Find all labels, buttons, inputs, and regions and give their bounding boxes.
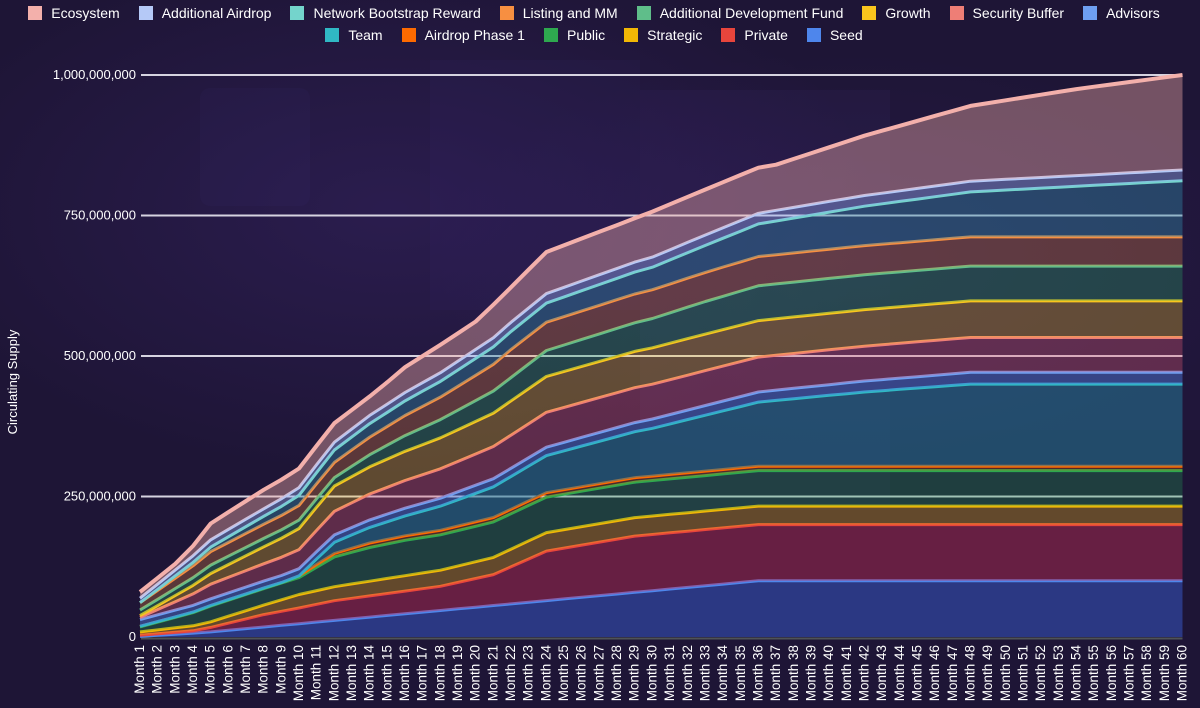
svg-text:Month 40: Month 40 xyxy=(821,645,836,701)
svg-text:Month 11: Month 11 xyxy=(309,645,324,700)
svg-text:Month 5: Month 5 xyxy=(203,645,218,694)
svg-text:Month 22: Month 22 xyxy=(503,645,518,701)
svg-text:Month 55: Month 55 xyxy=(1086,645,1101,701)
svg-text:Month 19: Month 19 xyxy=(450,645,465,701)
svg-text:Month 16: Month 16 xyxy=(397,645,412,701)
svg-text:Month 47: Month 47 xyxy=(945,645,960,701)
svg-text:Month 2: Month 2 xyxy=(150,645,165,694)
svg-text:250,000,000: 250,000,000 xyxy=(64,489,136,504)
svg-text:Month 8: Month 8 xyxy=(256,645,271,694)
svg-text:Month 17: Month 17 xyxy=(415,645,430,701)
svg-text:Month 9: Month 9 xyxy=(273,645,288,694)
svg-text:Month 46: Month 46 xyxy=(927,645,942,701)
svg-text:Month 59: Month 59 xyxy=(1157,645,1172,701)
svg-text:Month 38: Month 38 xyxy=(786,645,801,701)
svg-text:Month 45: Month 45 xyxy=(910,645,925,701)
svg-text:Month 35: Month 35 xyxy=(733,645,748,701)
svg-text:Month 53: Month 53 xyxy=(1051,645,1066,701)
svg-text:Month 44: Month 44 xyxy=(892,645,907,702)
svg-text:Month 54: Month 54 xyxy=(1069,645,1084,702)
svg-text:Month 23: Month 23 xyxy=(521,645,536,701)
svg-text:Month 49: Month 49 xyxy=(980,645,995,701)
svg-text:1,000,000,000: 1,000,000,000 xyxy=(53,67,136,82)
svg-text:500,000,000: 500,000,000 xyxy=(64,348,136,363)
svg-text:Month 28: Month 28 xyxy=(609,645,624,701)
svg-text:Month 4: Month 4 xyxy=(185,645,200,694)
svg-text:Month 14: Month 14 xyxy=(362,645,377,702)
svg-text:Month 52: Month 52 xyxy=(1033,645,1048,701)
svg-text:Month 1: Month 1 xyxy=(132,645,147,694)
svg-text:Month 20: Month 20 xyxy=(468,645,483,701)
svg-text:Month 26: Month 26 xyxy=(574,645,589,701)
svg-text:Month 7: Month 7 xyxy=(238,645,253,694)
svg-text:Month 42: Month 42 xyxy=(856,645,871,701)
svg-text:Month 33: Month 33 xyxy=(697,645,712,701)
svg-text:Month 51: Month 51 xyxy=(1016,645,1031,701)
svg-text:Circulating Supply: Circulating Supply xyxy=(5,329,20,434)
svg-text:Month 57: Month 57 xyxy=(1122,645,1137,701)
svg-text:750,000,000: 750,000,000 xyxy=(64,208,136,223)
svg-text:Month 6: Month 6 xyxy=(220,645,235,694)
svg-text:Month 60: Month 60 xyxy=(1175,645,1190,701)
svg-text:Month 43: Month 43 xyxy=(874,645,889,701)
svg-text:Month 36: Month 36 xyxy=(750,645,765,701)
svg-text:Month 29: Month 29 xyxy=(627,645,642,701)
svg-text:Month 3: Month 3 xyxy=(167,645,182,694)
svg-text:Month 24: Month 24 xyxy=(538,645,553,702)
svg-text:Month 10: Month 10 xyxy=(291,645,306,701)
svg-text:Month 15: Month 15 xyxy=(379,645,394,701)
svg-text:Month 13: Month 13 xyxy=(344,645,359,701)
svg-text:Month 37: Month 37 xyxy=(768,645,783,701)
svg-text:Month 48: Month 48 xyxy=(963,645,978,701)
svg-text:Month 21: Month 21 xyxy=(485,645,500,701)
svg-text:Month 31: Month 31 xyxy=(662,645,677,701)
svg-text:Month 25: Month 25 xyxy=(556,645,571,701)
svg-text:Month 41: Month 41 xyxy=(839,645,854,701)
svg-text:Month 50: Month 50 xyxy=(998,645,1013,701)
svg-text:Month 58: Month 58 xyxy=(1139,645,1154,701)
svg-text:Month 18: Month 18 xyxy=(432,645,447,701)
svg-text:0: 0 xyxy=(129,629,136,644)
svg-text:Month 56: Month 56 xyxy=(1104,645,1119,701)
svg-text:Month 12: Month 12 xyxy=(326,645,341,701)
svg-text:Month 32: Month 32 xyxy=(680,645,695,701)
svg-text:Month 30: Month 30 xyxy=(644,645,659,701)
svg-text:Month 34: Month 34 xyxy=(715,645,730,702)
svg-text:Month 39: Month 39 xyxy=(803,645,818,701)
svg-text:Month 27: Month 27 xyxy=(591,645,606,701)
